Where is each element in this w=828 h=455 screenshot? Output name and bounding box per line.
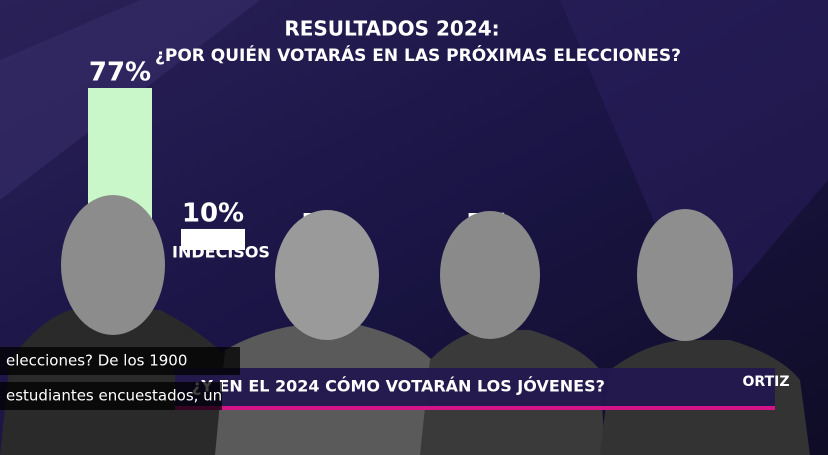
ticker-line: [175, 406, 775, 410]
value-label: 10%: [182, 198, 244, 228]
logo: ORTIZ: [743, 374, 790, 390]
person: [61, 195, 165, 335]
caption: estudiantes encuestados, un: [6, 387, 222, 405]
chart-subtitle: ¿POR QUIÉN VOTARÁS EN LAS PRÓXIMAS ELECC…: [155, 44, 681, 66]
person: [275, 210, 379, 340]
ticker-text: ¿Y EN EL 2024 CÓMO VOTARÁN LOS JÓVENES?: [192, 377, 605, 396]
chart-title: RESULTADOS 2024:: [284, 17, 499, 41]
category-label: INDECISOS: [172, 243, 270, 262]
caption: elecciones? De los 1900: [6, 352, 187, 370]
caption-box: [0, 347, 240, 375]
caption-box: [0, 382, 222, 410]
decor: [560, 0, 828, 330]
bar: [181, 228, 245, 250]
value-label: 77%: [89, 58, 151, 88]
person: [440, 211, 540, 339]
person: [637, 209, 733, 341]
ticker-bar: [175, 368, 775, 406]
